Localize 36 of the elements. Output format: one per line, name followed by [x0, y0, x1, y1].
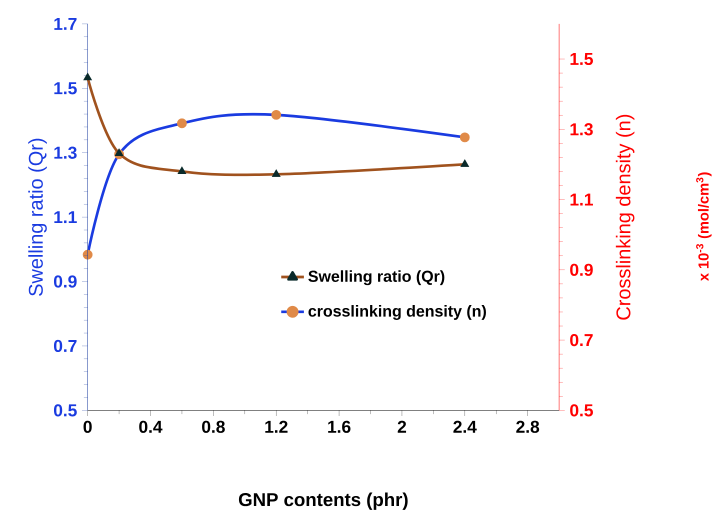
- y2-tick-label: 1.3: [570, 123, 593, 136]
- text: x 10$^{-3}$ (mol/cm$^{3}$): [696, 172, 712, 282]
- x-tick-label: 1.2: [265, 420, 288, 433]
- point: [114, 148, 124, 156]
- y-tick-label: 1.7: [54, 18, 77, 30]
- y-axis-title: Swelling ratio (Qr): [28, 138, 47, 296]
- y-tick-label: 0.7: [54, 340, 77, 352]
- point: [178, 166, 186, 174]
- y-tick-label: 1.3: [54, 146, 77, 159]
- y-tick-label: 1.1: [54, 211, 77, 224]
- y2-tick-label: 0.7: [570, 334, 593, 346]
- y2-tick-label: 1.1: [570, 194, 593, 206]
- point: [271, 110, 282, 120]
- point: [272, 169, 281, 177]
- point: [82, 250, 93, 260]
- x-tick-label: 0: [84, 420, 92, 433]
- point: [83, 72, 92, 80]
- x-tick-label: 2.8: [516, 420, 540, 433]
- x-tick-label: 1.6: [328, 420, 350, 433]
- y-tick-label: 1.5: [54, 82, 77, 94]
- x-tick-label: 2: [398, 420, 406, 433]
- x-axis-title: GNP contents (phr): [238, 492, 408, 510]
- y2-axis-title: Crosslinking density (n): [616, 114, 634, 320]
- x-tick-label: 0.4: [139, 420, 162, 433]
- point: [177, 118, 187, 128]
- y2-tick-label: 0.9: [570, 264, 593, 276]
- y2-tick-label: 0.5: [570, 404, 593, 417]
- legend-label: Swelling ratio (Qr): [308, 270, 444, 286]
- y-tick-label: 0.9: [54, 275, 77, 288]
- y2-tick-label: 1.5: [570, 53, 593, 66]
- legend-label: crosslinking density (n): [308, 305, 486, 320]
- x-tick-label: 0.8: [202, 420, 225, 433]
- point: [460, 132, 470, 142]
- x-tick-label: 2.4: [453, 420, 477, 433]
- point: [460, 159, 470, 167]
- y-tick-label: 0.5: [54, 404, 77, 417]
